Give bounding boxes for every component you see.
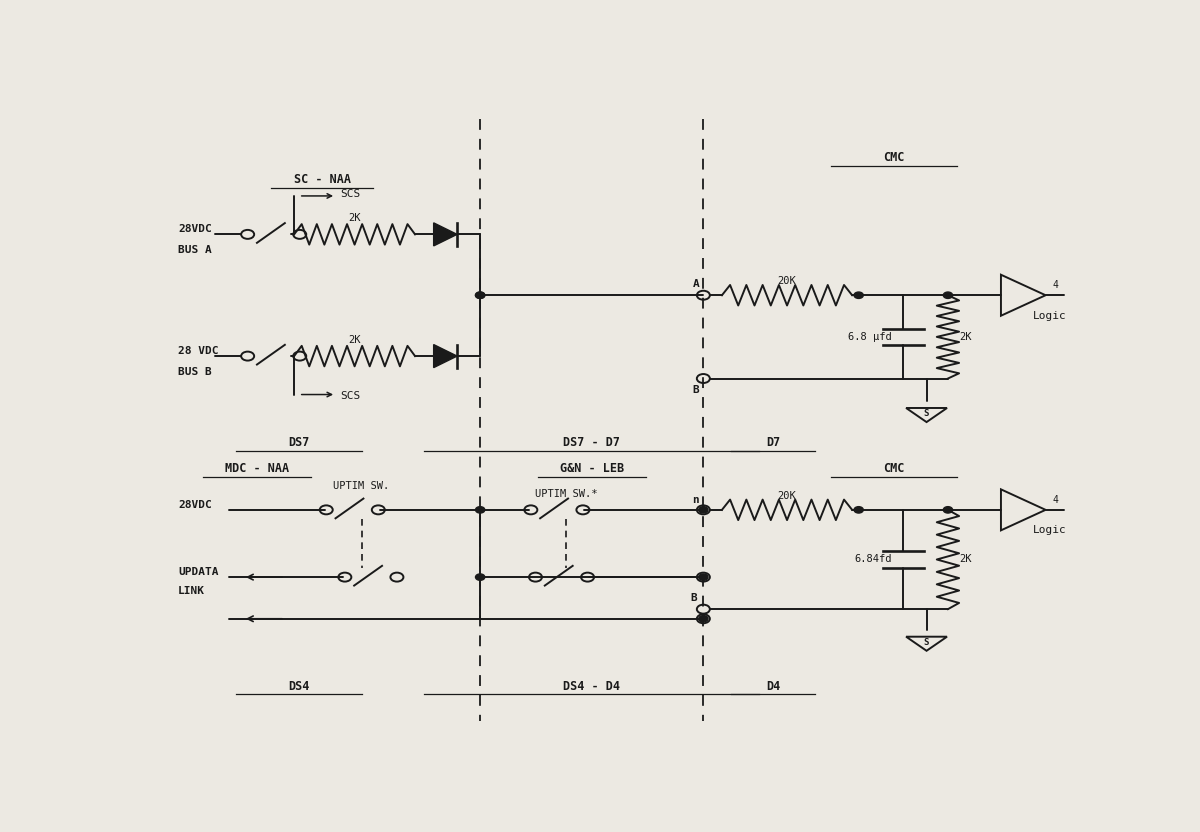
Text: 2K: 2K bbox=[959, 332, 972, 342]
Text: S: S bbox=[924, 409, 929, 418]
Polygon shape bbox=[433, 344, 457, 368]
Text: SCS: SCS bbox=[341, 392, 361, 402]
Text: 20K: 20K bbox=[778, 491, 797, 501]
Text: B: B bbox=[692, 385, 700, 395]
Text: Logic: Logic bbox=[1032, 310, 1066, 320]
Text: CMC: CMC bbox=[883, 462, 905, 475]
Text: G&N - LEB: G&N - LEB bbox=[559, 462, 624, 475]
Text: 6.8 μfd: 6.8 μfd bbox=[848, 332, 892, 342]
Circle shape bbox=[698, 574, 708, 581]
Circle shape bbox=[943, 507, 953, 513]
Circle shape bbox=[943, 292, 953, 299]
Text: D7: D7 bbox=[766, 436, 780, 449]
Text: DS7: DS7 bbox=[288, 436, 310, 449]
Text: SC - NAA: SC - NAA bbox=[294, 173, 350, 186]
Text: UPTIM SW.*: UPTIM SW.* bbox=[535, 489, 598, 499]
Text: 20K: 20K bbox=[778, 276, 797, 286]
Circle shape bbox=[475, 292, 485, 299]
Text: n: n bbox=[692, 494, 700, 504]
Text: DS4: DS4 bbox=[288, 680, 310, 692]
Text: S: S bbox=[924, 638, 929, 647]
Text: MDC - NAA: MDC - NAA bbox=[224, 462, 289, 475]
Text: 4: 4 bbox=[1052, 494, 1058, 504]
Text: UPTIM SW.: UPTIM SW. bbox=[334, 481, 390, 491]
Circle shape bbox=[698, 507, 708, 513]
Text: 28VDC: 28VDC bbox=[178, 500, 211, 510]
Text: B: B bbox=[691, 592, 697, 602]
Circle shape bbox=[475, 574, 485, 581]
Text: LINK: LINK bbox=[178, 587, 205, 597]
Text: Logic: Logic bbox=[1032, 525, 1066, 535]
Text: UPDATA: UPDATA bbox=[178, 567, 218, 577]
Circle shape bbox=[854, 507, 863, 513]
Text: DS4 - D4: DS4 - D4 bbox=[563, 680, 620, 692]
Text: 2K: 2K bbox=[348, 335, 361, 345]
Circle shape bbox=[475, 507, 485, 513]
Text: A: A bbox=[692, 279, 700, 289]
Circle shape bbox=[698, 616, 708, 622]
Circle shape bbox=[475, 292, 485, 299]
Text: BUS B: BUS B bbox=[178, 367, 211, 377]
Text: 6.84fd: 6.84fd bbox=[854, 554, 892, 564]
Circle shape bbox=[854, 292, 863, 299]
Text: 4: 4 bbox=[1052, 280, 1058, 290]
Text: BUS A: BUS A bbox=[178, 245, 211, 255]
Text: 28 VDC: 28 VDC bbox=[178, 346, 218, 356]
Text: 2K: 2K bbox=[959, 554, 972, 564]
Text: D4: D4 bbox=[766, 680, 780, 692]
Text: 28VDC: 28VDC bbox=[178, 225, 211, 235]
Text: 2K: 2K bbox=[348, 213, 361, 223]
Polygon shape bbox=[433, 223, 457, 246]
Text: SCS: SCS bbox=[341, 189, 361, 199]
Text: CMC: CMC bbox=[883, 151, 905, 164]
Text: DS7 - D7: DS7 - D7 bbox=[563, 436, 620, 449]
